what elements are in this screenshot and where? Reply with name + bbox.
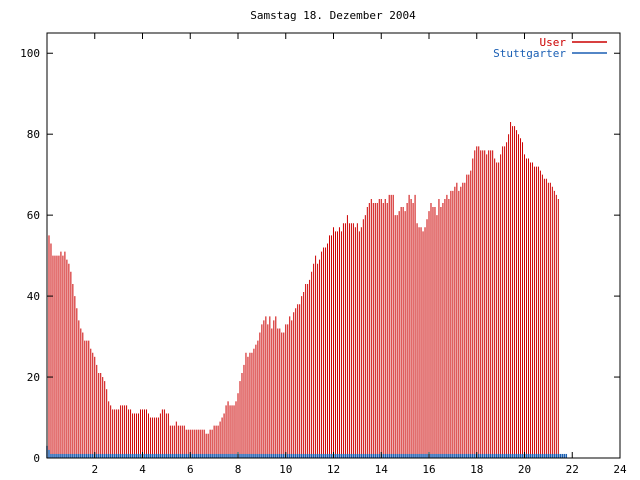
- x-tick-label: 2: [91, 463, 98, 476]
- x-tick-label: 10: [279, 463, 292, 476]
- x-tick-label: 20: [518, 463, 531, 476]
- x-tick-label: 24: [613, 463, 627, 476]
- legend-label-stuttgarter: Stuttgarter: [493, 47, 566, 60]
- plot-area: [46, 122, 568, 458]
- x-tick-label: 8: [235, 463, 242, 476]
- y-tick-label: 40: [27, 290, 40, 303]
- legend-label-user: User: [540, 36, 567, 49]
- x-tick-label: 12: [327, 463, 340, 476]
- y-tick-label: 60: [27, 209, 40, 222]
- y-tick-label: 80: [27, 128, 40, 141]
- x-tick-label: 22: [566, 463, 579, 476]
- legend: User Stuttgarter: [493, 36, 607, 60]
- x-tick-label: 16: [422, 463, 435, 476]
- series-stuttgarter: [46, 445, 568, 458]
- chart-title: Samstag 18. Dezember 2004: [250, 9, 416, 22]
- x-tick-label: 14: [375, 463, 389, 476]
- x-tick-label: 6: [187, 463, 194, 476]
- x-tick-label: 4: [139, 463, 146, 476]
- y-tick-label: 20: [27, 371, 40, 384]
- x-tick-label: 18: [470, 463, 483, 476]
- y-tick-label: 100: [20, 47, 40, 60]
- series-user: [46, 122, 559, 458]
- y-tick-label: 0: [33, 452, 40, 465]
